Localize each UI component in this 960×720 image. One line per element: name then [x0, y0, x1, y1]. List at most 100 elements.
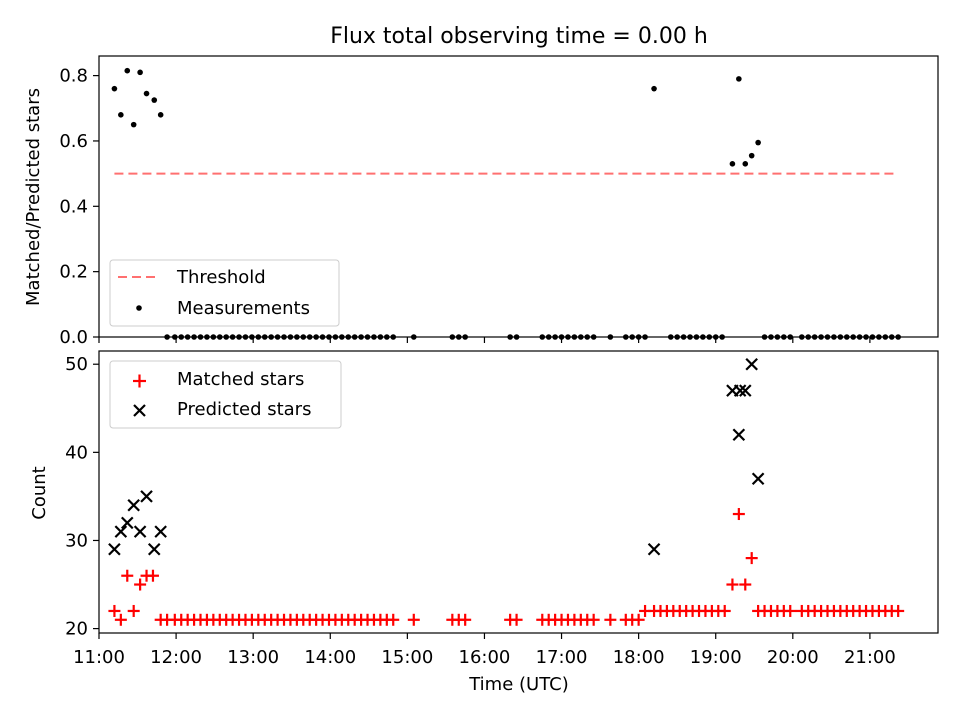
bottom-x-tick-label: 16:00 — [459, 647, 511, 668]
bottom-x-tick-label: 17:00 — [536, 647, 588, 668]
bottom-x-tick-label: 21:00 — [844, 647, 896, 668]
predicted-star-marker — [133, 525, 147, 538]
bottom-y-axis-label: Count — [29, 466, 50, 519]
bottom-y-ticks: 20 30 40 50 — [65, 354, 99, 640]
measurement-point — [651, 85, 657, 92]
top-panel: 0.00.20.40.60.8 Matched/Predicted stars … — [23, 55, 939, 348]
predicted-star-marker-b — [127, 498, 140, 512]
predicted-star-marker-b — [751, 472, 765, 486]
matched-star-marker — [745, 552, 758, 565]
predicted-star-marker — [647, 543, 661, 556]
top-legend-box — [109, 259, 340, 327]
measurement-point — [118, 112, 124, 118]
predicted-star-marker-b — [114, 525, 128, 538]
top-legend: Threshold Measurements — [109, 259, 340, 327]
measurement-point — [736, 76, 742, 82]
predicted-star-marker — [140, 490, 153, 503]
predicted-star-marker-b — [147, 543, 161, 556]
predicted-star-marker — [732, 428, 746, 441]
bottom-markers — [108, 357, 905, 626]
bottom-x-tick-label: 14:00 — [304, 647, 356, 668]
bottom-x-tick-label: 13:00 — [227, 647, 279, 668]
measurement-point — [755, 139, 761, 146]
bottom-x-tick-label: 20:00 — [767, 647, 819, 668]
matched-star-marker — [892, 604, 905, 617]
chart-title: Flux total observing time = 0.00 h — [330, 24, 708, 49]
measurement-point — [124, 67, 131, 74]
top-y-ticks: 0.0 0.2 0.4 0.6 0.8 — [59, 66, 99, 348]
predicted-star-marker — [751, 472, 765, 486]
bottom-legend-box — [109, 360, 342, 429]
bottom-legend: Matched stars Predicted stars — [109, 360, 342, 429]
top-y-tick-label: 0.0 — [59, 327, 88, 348]
matched-star-marker — [510, 613, 523, 626]
matched-star-marker — [108, 604, 121, 617]
predicted-star-marker — [738, 384, 752, 397]
matched-star-marker — [127, 604, 140, 617]
matched-star-marker — [739, 578, 752, 591]
bottom-x-tick-label: 15:00 — [381, 647, 433, 668]
x-axis-label: Time (UTC) — [468, 674, 569, 695]
matched-star-marker — [604, 613, 617, 626]
matched-star-marker — [459, 613, 472, 626]
bottom-x-ticks: 11:00 12:00 13:00 14:00 15:00 16:00 17:00 18:00… — [73, 633, 896, 668]
predicted-star-marker-b — [140, 490, 153, 503]
measurement-point — [157, 112, 164, 118]
matched-star-marker — [407, 613, 420, 626]
measurement-point — [130, 121, 137, 128]
measurement-point — [151, 97, 158, 103]
top-y-tick-label: 0.6 — [59, 131, 88, 152]
matched-legend-marker — [133, 374, 146, 388]
predicted-star-marker-b — [133, 525, 147, 538]
predicted-star-marker — [127, 498, 140, 512]
predicted-star-marker — [154, 525, 167, 538]
bottom-x-tick-label: 12:00 — [150, 647, 202, 668]
predicted-star-marker — [120, 516, 134, 530]
predicted-star-marker-b — [154, 525, 167, 538]
matched-star-marker — [114, 613, 127, 626]
bottom-y-tick-label: 40 — [65, 442, 88, 463]
predicted-star-marker-b — [120, 516, 134, 530]
bottom-y-tick-label: 50 — [65, 354, 88, 375]
predicted-star-marker — [147, 543, 161, 556]
bottom-y-tick-label: 30 — [65, 530, 88, 551]
measurement-point — [742, 161, 749, 167]
measurement-point — [143, 90, 150, 97]
top-axes-frame — [98, 55, 939, 338]
matched-star-marker — [134, 578, 147, 591]
threshold-legend-label: Threshold — [176, 267, 266, 288]
top-y-tick-label: 0.2 — [59, 262, 88, 283]
predicted-star-marker — [114, 525, 128, 538]
predicted-star-marker — [745, 357, 758, 371]
bottom-axes-frame — [98, 350, 939, 634]
bottom-y-tick-label: 20 — [65, 619, 88, 640]
matched-star-marker — [784, 604, 797, 617]
predicted-legend-marker — [133, 404, 146, 417]
measurements-legend-marker — [136, 305, 142, 311]
measurement-point — [748, 152, 755, 159]
measurement-point — [137, 69, 143, 76]
measurements-legend-label: Measurements — [177, 298, 310, 319]
matched-star-marker — [587, 613, 600, 626]
measurement-point — [111, 85, 118, 92]
matched-star-marker — [632, 613, 645, 626]
bottom-x-tick-label: 11:00 — [73, 647, 125, 668]
measurement-point — [729, 161, 736, 167]
matched-star-marker — [718, 604, 731, 617]
predicted-star-marker — [733, 384, 747, 397]
matched-legend-label: Matched stars — [177, 369, 304, 390]
matched-star-marker — [726, 578, 739, 591]
top-x-ticks — [98, 337, 871, 343]
matched-star-marker — [387, 613, 400, 626]
top-y-tick-label: 0.4 — [59, 196, 88, 217]
bottom-x-tick-label: 18:00 — [613, 647, 665, 668]
predicted-star-marker-b — [647, 543, 661, 556]
predicted-legend-label: Predicted stars — [177, 399, 311, 420]
top-y-axis-label: Matched/Predicted stars — [23, 88, 44, 306]
matched-star-marker — [146, 569, 159, 582]
matched-star-marker — [732, 508, 745, 521]
predicted-star-marker-b — [733, 384, 747, 397]
predicted-star-marker-b — [745, 357, 758, 371]
